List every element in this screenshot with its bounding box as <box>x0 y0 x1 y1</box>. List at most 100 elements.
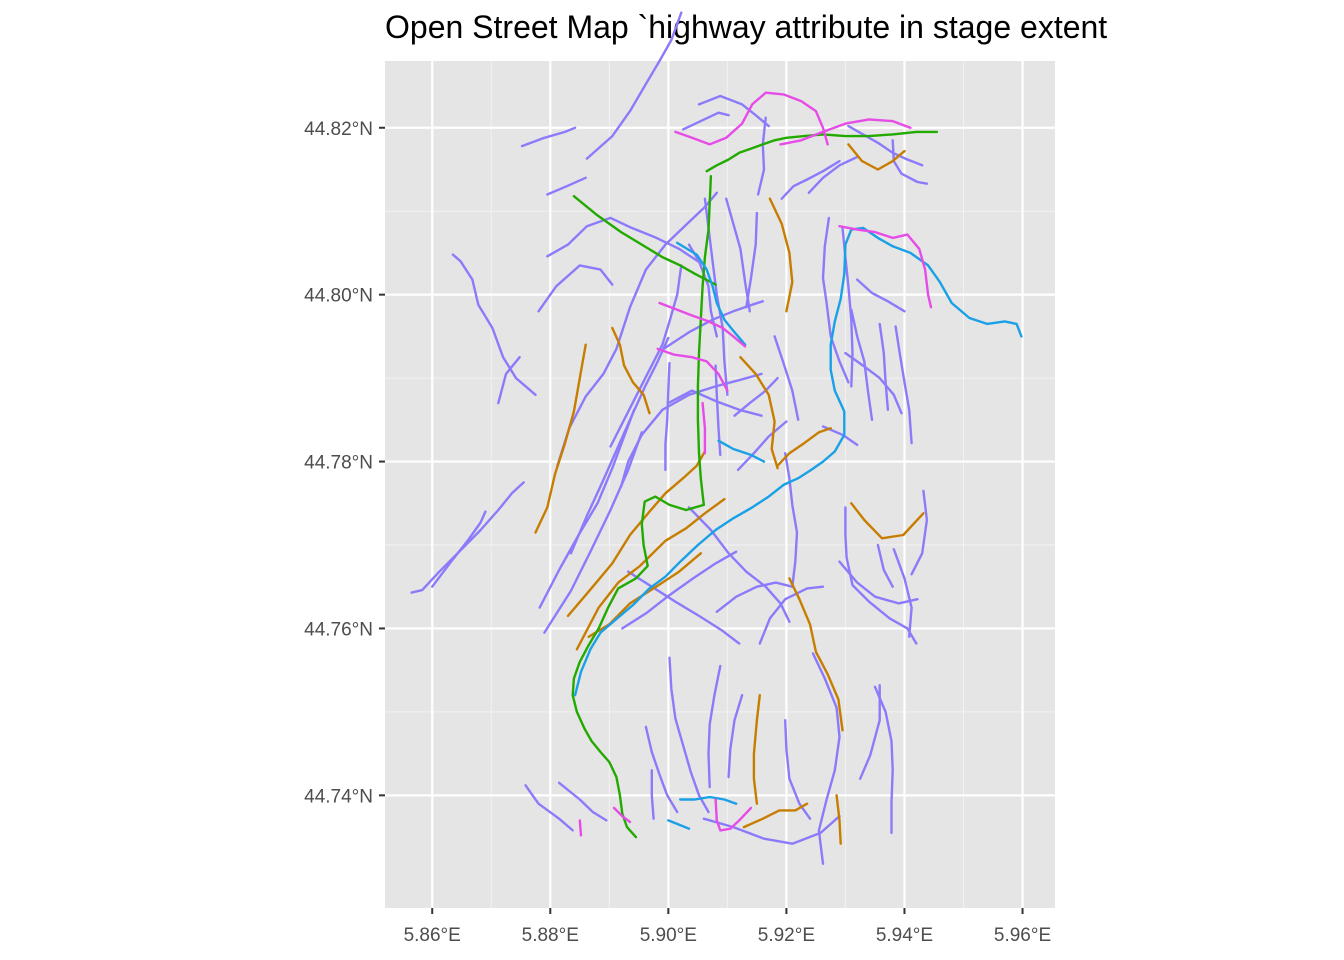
road-segment <box>573 226 1023 697</box>
road-segment <box>847 143 906 171</box>
road-segment <box>679 795 738 805</box>
road-segment <box>807 155 859 194</box>
road-segment <box>768 197 794 313</box>
x-tick-label: 5.94°E <box>876 925 933 946</box>
y-tick-label: 44.76°N <box>304 619 373 640</box>
road-segment <box>715 581 794 613</box>
road-segment <box>745 211 759 309</box>
road-segment <box>696 175 713 507</box>
road-segment <box>534 343 587 534</box>
road-segment <box>410 481 525 594</box>
road-segment <box>725 197 751 313</box>
road-segment <box>878 322 890 411</box>
road-segment <box>910 489 929 576</box>
road-segment <box>621 550 738 630</box>
road-segment <box>656 347 729 392</box>
road-segment <box>838 560 919 605</box>
road-segment <box>585 11 683 160</box>
road-segment <box>891 139 929 185</box>
road-segment <box>894 325 913 445</box>
road-segment <box>658 301 747 348</box>
road-segment <box>850 308 874 421</box>
road-segment <box>838 225 933 309</box>
road-segment <box>850 502 925 540</box>
road-segment <box>668 656 710 814</box>
road-segment <box>736 420 788 472</box>
road-segment <box>543 431 643 634</box>
road-segment <box>644 725 679 814</box>
road-segment <box>524 784 574 832</box>
road-segment <box>611 326 651 415</box>
road-segment <box>667 819 691 830</box>
road-segment <box>847 124 924 167</box>
road-segment <box>892 548 913 638</box>
road-segment <box>856 278 906 313</box>
plot-panel <box>385 61 1055 908</box>
road-segment <box>811 652 841 865</box>
road-segment <box>821 216 850 384</box>
road-segment <box>702 815 841 845</box>
road-segment <box>578 819 583 837</box>
road-segment <box>451 253 537 396</box>
road-segment <box>538 408 636 609</box>
road-segment <box>780 159 841 200</box>
x-tick-label: 5.88°E <box>522 925 579 946</box>
road-segment <box>681 111 730 131</box>
axis-ticks <box>379 126 1024 914</box>
road-segment <box>844 506 918 645</box>
road-segment <box>556 191 718 467</box>
road-segment <box>431 510 487 588</box>
road-segment <box>784 452 799 588</box>
road-segment <box>859 684 881 780</box>
road-segment <box>873 685 894 835</box>
road-segment <box>844 351 903 415</box>
road-segment <box>609 264 683 448</box>
y-tick-label: 44.80°N <box>304 286 373 307</box>
road-segment <box>742 802 809 829</box>
road-segment <box>714 798 753 832</box>
road-network <box>410 11 1023 865</box>
road-segment <box>572 195 717 286</box>
y-axis-labels: 44.74°N 44.76°N 44.78°N 44.80°N 44.82°N <box>304 119 373 808</box>
road-segment <box>537 264 614 313</box>
road-segment <box>733 376 779 417</box>
x-tick-label: 5.96°E <box>994 925 1051 946</box>
y-tick-label: 44.82°N <box>304 119 373 140</box>
road-segment <box>784 719 812 820</box>
road-segment <box>776 427 832 467</box>
y-tick-label: 44.78°N <box>304 453 373 474</box>
road-segment <box>876 543 894 588</box>
road-segment <box>546 176 587 196</box>
road-segment <box>788 577 844 732</box>
road-segment <box>650 769 655 820</box>
road-segment <box>707 664 722 789</box>
road-segment <box>705 130 939 173</box>
road-segment <box>676 241 747 346</box>
road-segment <box>575 497 726 651</box>
road-segment <box>674 91 829 146</box>
y-tick-label: 44.74°N <box>304 786 373 807</box>
road-segment <box>612 806 632 824</box>
map-title: Open Street Map `highway attribute in st… <box>385 9 1107 45</box>
road-segment <box>717 439 766 463</box>
road-segment <box>697 94 770 128</box>
road-segment <box>571 495 705 839</box>
road-segment <box>520 126 577 148</box>
x-tick-label: 5.86°E <box>404 925 461 946</box>
road-segment <box>566 450 707 618</box>
road-segment <box>701 401 707 455</box>
road-segment <box>756 116 767 196</box>
road-segment <box>727 694 744 779</box>
road-segment <box>779 118 912 146</box>
road-segment <box>546 216 700 263</box>
x-tick-label: 5.92°E <box>758 925 815 946</box>
road-segment <box>687 243 718 338</box>
road-segment <box>664 361 671 472</box>
road-segment <box>497 356 521 405</box>
x-axis-labels: 5.86°E 5.88°E 5.90°E 5.92°E 5.94°E 5.96°E <box>404 925 1052 946</box>
road-segment <box>739 356 779 470</box>
road-segment <box>627 570 741 645</box>
road-segment <box>758 585 825 645</box>
road-segment <box>752 694 761 805</box>
